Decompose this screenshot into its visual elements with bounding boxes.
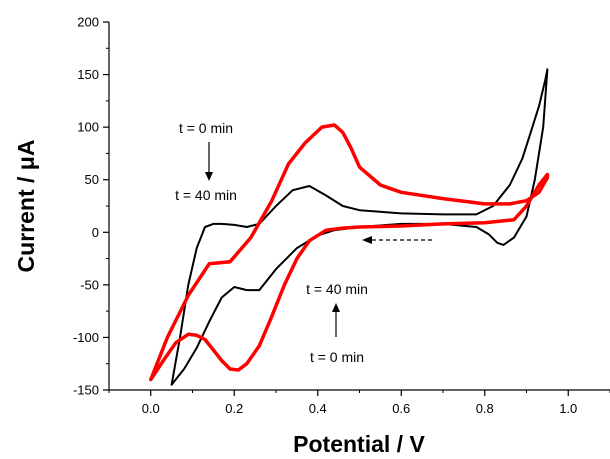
x-tick-label: 0.2 — [225, 401, 243, 416]
y-tick-label: 100 — [77, 120, 99, 135]
y-tick-label: 50 — [85, 172, 99, 187]
y-tick-label: -50 — [80, 277, 99, 292]
series-line-2 — [149, 123, 550, 382]
axes — [108, 22, 610, 391]
x-tick-label: 0.0 — [142, 401, 160, 416]
annotation-lower-t40: t = 40 min — [306, 281, 368, 297]
y-tick-label: -100 — [73, 330, 99, 345]
ticks — [103, 21, 610, 396]
annotation-lower-t0: t = 0 min — [310, 349, 364, 365]
y-tick-label: 150 — [77, 67, 99, 82]
series-line-1 — [170, 68, 549, 386]
annotation-lower-arrow-head — [332, 303, 340, 312]
x-tick-label: 0.4 — [309, 401, 327, 416]
x-tick-label: 0.8 — [476, 401, 494, 416]
scan-direction-arrow-head — [362, 236, 372, 244]
annotations: t = 0 min t = 40 min t = 40 min t = 0 mi… — [175, 120, 434, 365]
tick-labels: 0.0 0.2 0.4 0.6 0.8 1.0 -150 -100 -50 0 50 100 150 20… — [73, 15, 577, 417]
x-tick-label: 1.0 — [559, 401, 577, 416]
y-tick-label: 200 — [77, 15, 99, 30]
x-axis-title: Potential / V — [293, 431, 425, 457]
x-tick-label: 0.6 — [392, 401, 410, 416]
annotation-upper-t0: t = 0 min — [179, 120, 233, 136]
y-axis-title: Current / μA — [13, 140, 39, 273]
annotation-upper-arrow-head — [205, 172, 213, 181]
y-tick-label: 0 — [92, 225, 99, 240]
y-tick-label: -150 — [73, 383, 99, 398]
annotation-upper-t40: t = 40 min — [175, 187, 237, 203]
plot-lines — [149, 68, 550, 386]
